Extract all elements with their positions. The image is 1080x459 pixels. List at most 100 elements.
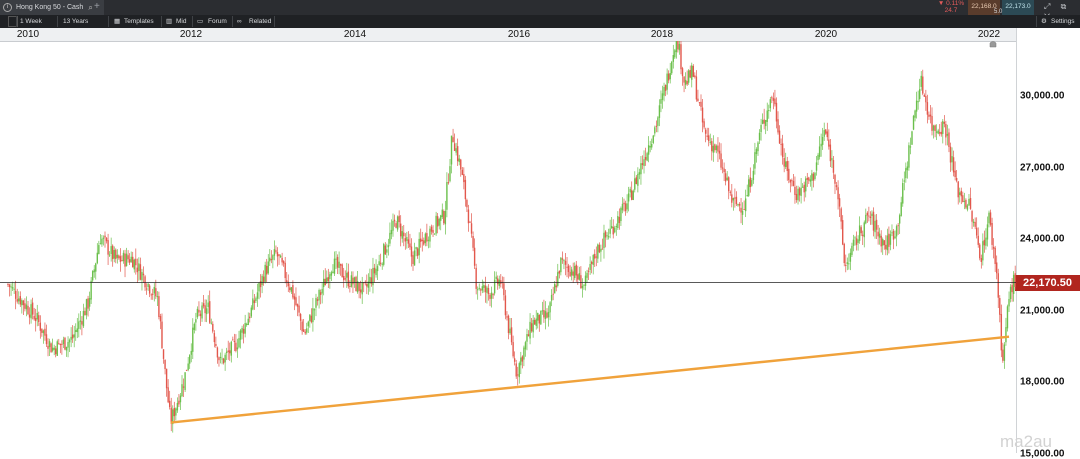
candle-body [781,143,784,158]
candle-body [872,211,875,231]
mid-button[interactable]: Mid [176,18,187,25]
candle-body [155,288,157,297]
candle-body [236,347,239,350]
range-select[interactable]: 13 Years [63,18,89,25]
add-tab-button[interactable]: + [94,1,100,12]
settings-button[interactable]: Settings [1051,18,1075,25]
candle-body [150,294,152,296]
candle-body [734,197,736,199]
candle-body [370,277,373,284]
candle-body [590,261,593,264]
candle-body [195,319,197,323]
candle-body [201,305,203,319]
candle-body [383,243,385,265]
link-icon[interactable]: ∞ [237,18,242,25]
candle-body [975,227,978,236]
spread-value: 5.0 [994,9,1003,15]
info-icon[interactable]: i [3,3,12,12]
y-tick-label: 18,000.00 [1020,376,1065,388]
candle-body [805,178,807,192]
candle-body [818,146,821,157]
candle-body [894,236,896,239]
candle-body [286,280,288,282]
candle-body [61,343,63,345]
forum-button[interactable]: Forum [208,18,227,25]
candle-body [349,285,351,287]
price-axis[interactable] [1016,28,1080,453]
candle-body [210,322,212,324]
candle-body [780,143,782,145]
candle-body [250,307,253,317]
candle-body [125,253,128,267]
candle-body [148,285,151,294]
candle-body [683,76,685,83]
candle-body [430,226,433,232]
candle-body [940,131,942,135]
candle-body [532,319,534,333]
candle-body [165,368,168,389]
search-icon[interactable]: ⌕ [88,2,93,12]
candle-body [375,268,377,276]
related-button[interactable]: Related [249,18,272,25]
candle-body [643,159,645,167]
candle-body [843,244,845,264]
instrument-tab[interactable]: i Hong Kong 50 - Cash ⌕ [0,0,104,15]
candle-body [27,305,29,315]
sell-price-button[interactable]: 22,168.0 [968,0,1000,15]
candle-body [104,235,106,238]
candle-body [19,296,21,305]
candle-body [158,296,160,317]
candle-body [815,162,818,171]
candle-body [455,148,457,153]
candle-body [207,302,209,308]
gear-icon[interactable]: ⚙ [1041,18,1047,25]
candle-body [689,69,691,78]
price-chart[interactable] [0,41,1016,453]
templates-icon[interactable]: ▦ [114,18,121,25]
interval-select[interactable]: 1 Week [20,18,42,25]
forum-icon[interactable]: ▭ [197,18,204,25]
candle-body [301,321,303,332]
candle-body [224,354,226,363]
candle-body [925,96,927,103]
sidebar-toggle-icon[interactable] [8,16,18,27]
candle-body [396,216,399,230]
candle-body [758,132,761,141]
candle-body [928,114,930,117]
x-tick-label: 2020 [814,29,838,40]
candle-body [825,129,827,134]
candle-body [848,263,850,265]
candle-body [606,235,608,237]
candle-body [22,300,25,306]
candle-body [666,73,668,90]
candle-body [190,350,192,355]
top-bar: i Hong Kong 50 - Cash ⌕ + ▼ 0.11% 24.7 2… [0,0,1080,21]
candle-body [952,157,955,173]
candle-body [253,300,256,304]
candle-body [760,124,762,133]
candle-body [25,304,28,310]
scroll-marker-icon [989,41,997,48]
candle-body [610,225,613,229]
candle-body [942,121,944,134]
candle-body [680,44,682,70]
buy-price-button[interactable]: 22,173.0 [1002,0,1034,15]
templates-button[interactable]: Templates [124,18,154,25]
candle-body [387,245,390,248]
current-price-label: 22,170.50 [1015,274,1080,291]
candle-body [660,99,662,104]
x-tick-label: 2018 [650,29,674,40]
candle-body [458,158,460,163]
candle-body [584,275,587,286]
candle-body [869,216,872,219]
candle-body [871,213,873,217]
candle-body [304,331,306,334]
x-tick-label: 2016 [507,29,531,40]
candle-body [296,304,299,307]
candle-body [373,267,376,274]
chart-icon[interactable]: ▥ [166,18,173,25]
candle-body [144,276,146,288]
candle-body [851,245,853,255]
candle-body [156,296,159,298]
candle-body [162,349,165,359]
